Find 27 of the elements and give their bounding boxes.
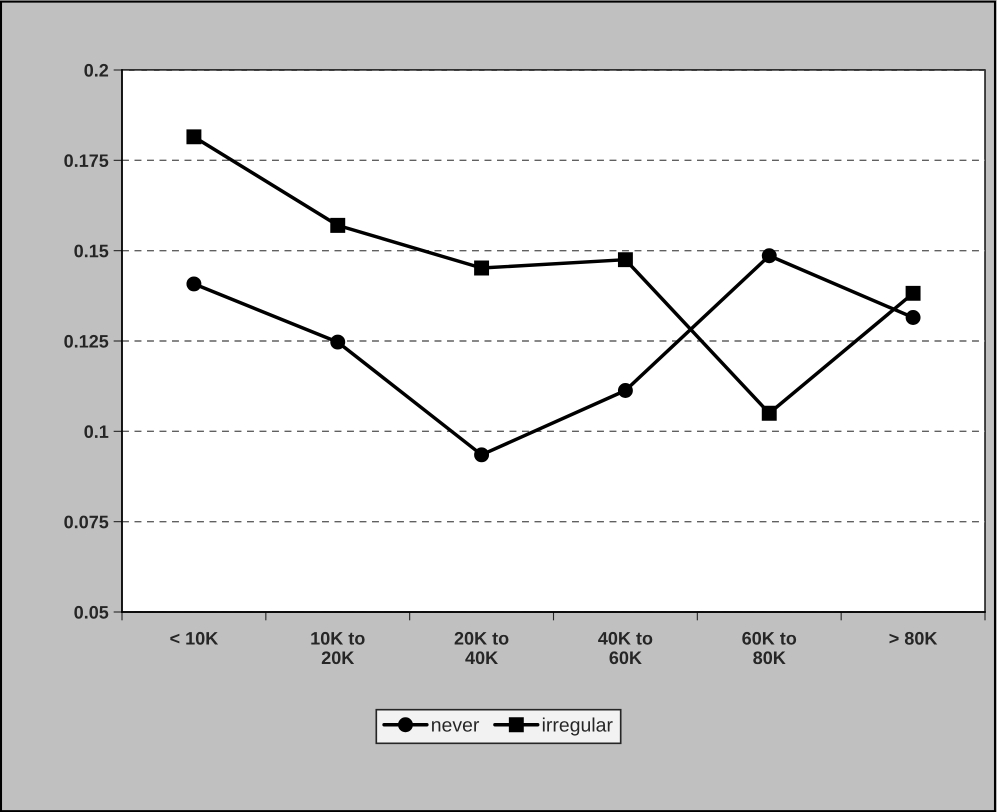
x-tick-label: 20K to 40K — [454, 632, 508, 664]
point — [906, 310, 921, 325]
y-tick-label: 0.125 — [64, 334, 108, 348]
point — [330, 218, 346, 233]
x-tick-label: < 10K — [170, 632, 218, 645]
y-tick-label: 0.05 — [74, 606, 108, 619]
point — [186, 276, 202, 292]
legend-label: never — [432, 721, 480, 732]
point — [474, 260, 490, 276]
y-tick-label: 0.075 — [64, 516, 108, 528]
point — [618, 252, 633, 268]
point — [906, 286, 921, 301]
y-tick-label: 0.2 — [84, 64, 108, 77]
x-tick-label: > 80K — [890, 632, 938, 645]
point — [618, 383, 633, 398]
point — [330, 334, 346, 350]
x-tick-label: 10K to 20K — [311, 632, 365, 664]
y-tick-label: 0.15 — [74, 244, 108, 258]
x-tick-label: 40K to 60K — [598, 632, 652, 664]
x-tick-label: 60K to 80K — [742, 632, 796, 664]
y-tick-label: 0.1 — [84, 425, 108, 438]
point — [474, 447, 490, 462]
point — [186, 129, 202, 144]
y-tick-label: 0.175 — [64, 154, 108, 168]
point — [762, 248, 777, 264]
point — [762, 406, 777, 421]
legend-label: irregular — [542, 717, 613, 736]
